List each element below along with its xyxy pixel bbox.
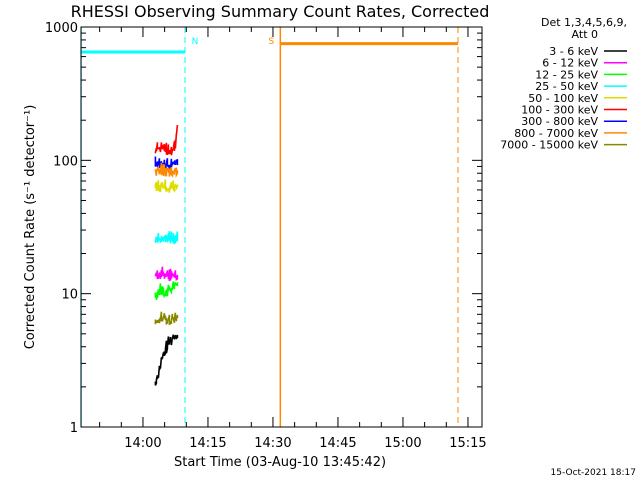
- series-line-1: [154, 266, 179, 282]
- legend-header-line-1: Det 1,3,4,5,6,9,: [541, 16, 627, 29]
- x-tick-label: 14:00: [124, 436, 161, 451]
- y-tick-label: 10: [61, 288, 78, 303]
- chart-title: RHESSI Observing Summary Count Rates, Co…: [71, 2, 490, 21]
- legend-label-6: 300 - 800 keV: [521, 115, 598, 128]
- legend-label-4: 50 - 100 keV: [528, 92, 598, 105]
- legend-label-2: 12 - 25 keV: [535, 68, 598, 81]
- y-axis-label: Corrected Count Rate (s⁻¹ detector⁻¹): [23, 105, 38, 350]
- legend-label-0: 3 - 6 keV: [549, 45, 598, 58]
- series-line-2: [154, 281, 179, 301]
- legend-label-1: 6 - 12 keV: [542, 57, 598, 70]
- footer-date: 15-Oct-2021 18:17: [551, 468, 636, 478]
- series-line-0: [154, 334, 179, 386]
- series-line-4: [154, 179, 179, 193]
- legend-label-7: 800 - 7000 keV: [514, 127, 598, 140]
- legend-label-8: 7000 - 15000 keV: [500, 139, 598, 152]
- plot-frame: [80, 26, 483, 428]
- legend-header-line-2: Att 0: [572, 28, 598, 41]
- series-line-7: [154, 162, 179, 179]
- series-line-5: [154, 125, 179, 156]
- y-tick-label: 100: [53, 154, 78, 169]
- legend-label-5: 100 - 300 keV: [521, 104, 598, 117]
- x-tick-label: 15:00: [384, 436, 421, 451]
- plot-marks: [81, 27, 459, 427]
- x-tick-label: 15:15: [449, 436, 486, 451]
- series-line-6: [154, 156, 179, 171]
- x-tick-label: 14:15: [189, 436, 226, 451]
- night-label: N: [192, 37, 199, 47]
- x-tick-label: 14:30: [254, 436, 291, 451]
- axes: 1 10 100 1000 14:00 14:15 14:30 14:45 15:00 15:15…: [45, 21, 487, 451]
- y-tick-label: 1000: [45, 21, 78, 36]
- legend-label-3: 25 - 50 keV: [535, 80, 598, 93]
- x-tick-label: 14:45: [319, 436, 356, 451]
- series-line-3: [154, 231, 179, 245]
- y-tick-label: 1: [70, 421, 78, 436]
- saa-label: S: [268, 37, 274, 47]
- x-axis-label: Start Time (03-Aug-10 13:45:42): [174, 455, 386, 470]
- series-line-8: [154, 311, 179, 326]
